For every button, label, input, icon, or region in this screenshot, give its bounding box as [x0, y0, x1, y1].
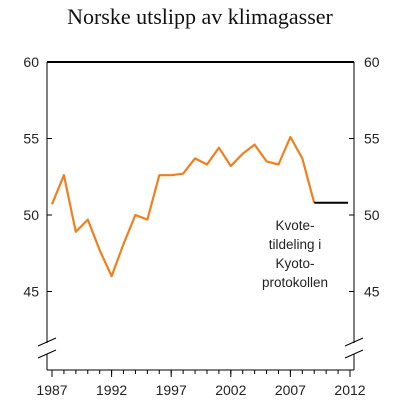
- x-tick-label: 2007: [275, 382, 306, 398]
- x-tick-label: 2002: [215, 382, 246, 398]
- right-tick-label: 60: [364, 54, 380, 70]
- axis-break-gap: [344, 343, 364, 354]
- left-tick-label: 50: [23, 207, 39, 223]
- x-tick-label: 1997: [156, 382, 187, 398]
- axis-break-marks: [37, 337, 364, 359]
- series-layer: [50, 135, 316, 278]
- annotation-line: Kvote-: [275, 218, 314, 233]
- axis-break-gap: [37, 343, 57, 354]
- left-tick-label: 60: [23, 54, 39, 70]
- chart-title: Norske utslipp av klimagasser: [67, 4, 333, 29]
- annotation-line: Kyoto-: [275, 256, 314, 271]
- annotation-line: protokollen: [262, 275, 328, 290]
- right-tick-label: 45: [364, 284, 380, 300]
- axis-break-slash: [344, 349, 364, 359]
- x-tick-label: 1992: [96, 382, 127, 398]
- left-axis: 45 50 55 60: [23, 54, 52, 300]
- x-axis: 1987 1992 1997 2002 2007 2012: [36, 370, 366, 398]
- plot-frame: [46, 61, 355, 371]
- emissions-line: [50, 135, 316, 278]
- right-tick-label: 50: [364, 207, 380, 223]
- left-tick-label: 45: [23, 284, 39, 300]
- right-axis: 45 50 55 60: [349, 54, 380, 300]
- x-tick-label: 2012: [334, 382, 365, 398]
- right-tick-label: 55: [364, 131, 380, 147]
- axis-break-slash: [37, 337, 57, 347]
- axis-break-slash: [344, 337, 364, 347]
- axis-break-slash: [37, 349, 57, 359]
- annotation-line: tildeling i: [269, 237, 322, 252]
- annotation: Kvote-tildeling i Kyoto-protokollen: [262, 218, 328, 290]
- left-tick-label: 55: [23, 131, 39, 147]
- x-tick-label: 1987: [36, 382, 67, 398]
